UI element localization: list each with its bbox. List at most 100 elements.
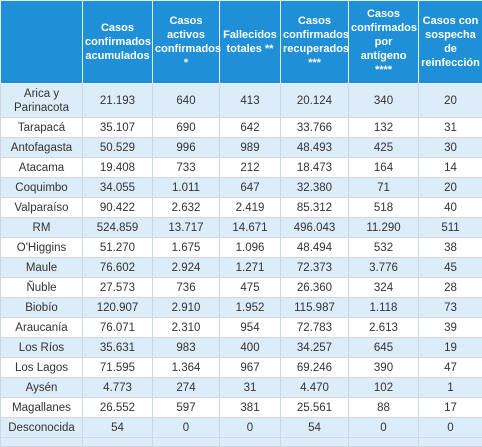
value-cell: 2.924	[153, 258, 220, 278]
value-cell: 20.124	[281, 84, 349, 118]
value-cell: 518	[349, 198, 419, 218]
value-cell: 76.602	[83, 258, 153, 278]
value-cell: 26.552	[83, 398, 153, 418]
value-cell: 1.952	[220, 298, 281, 318]
value-cell: 48.494	[281, 238, 349, 258]
value-cell: 120.907	[83, 298, 153, 318]
value-cell: 54	[83, 418, 153, 438]
value-cell: 76.071	[83, 318, 153, 338]
value-cell: 102	[349, 378, 419, 398]
value-cell: 0	[419, 418, 482, 438]
value-cell: 30	[419, 138, 482, 158]
value-cell: 532	[349, 238, 419, 258]
value-cell: 26.360	[281, 278, 349, 298]
value-cell: 0	[349, 418, 419, 438]
value-cell: 381	[220, 398, 281, 418]
value-cell: 524.859	[83, 218, 153, 238]
value-cell: 33.766	[281, 118, 349, 138]
value-cell: 1.364	[153, 358, 220, 378]
value-cell: 996	[153, 138, 220, 158]
value-cell: 1.011	[153, 178, 220, 198]
region-cell: Magallanes	[1, 398, 83, 418]
value-cell: 4.773	[83, 378, 153, 398]
value-cell: 212	[220, 158, 281, 178]
value-cell: 11.290	[349, 218, 419, 238]
value-cell: 21.193	[83, 84, 153, 118]
region-cell: Atacama	[1, 158, 83, 178]
value-cell: 48.493	[281, 138, 349, 158]
value-cell: 54	[281, 418, 349, 438]
value-cell: 983	[153, 338, 220, 358]
value-cell: 38	[419, 238, 482, 258]
value-cell: 1.271	[220, 258, 281, 278]
value-cell: 73	[419, 298, 482, 318]
value-cell: 51.270	[83, 238, 153, 258]
value-cell: 132	[349, 118, 419, 138]
value-cell: 390	[349, 358, 419, 378]
region-cell: O'Higgins	[1, 238, 83, 258]
value-cell: 115.987	[281, 298, 349, 318]
empty-cell	[349, 438, 419, 447]
value-cell: 0	[153, 418, 220, 438]
value-cell: 1.096	[220, 238, 281, 258]
header-cell: Casos con sospecha de reinfección	[419, 1, 482, 84]
region-cell: Coquimbo	[1, 178, 83, 198]
region-cell: Valparaíso	[1, 198, 83, 218]
header-cell: Casos activos confirmados *	[153, 1, 220, 84]
value-cell: 2.632	[153, 198, 220, 218]
value-cell: 400	[220, 338, 281, 358]
value-cell: 34.055	[83, 178, 153, 198]
region-cell: RM	[1, 218, 83, 238]
value-cell: 35.631	[83, 338, 153, 358]
value-cell: 19	[419, 338, 482, 358]
value-cell: 31	[220, 378, 281, 398]
value-cell: 2.910	[153, 298, 220, 318]
value-cell: 14	[419, 158, 482, 178]
value-cell: 340	[349, 84, 419, 118]
value-cell: 0	[220, 418, 281, 438]
value-cell: 19.408	[83, 158, 153, 178]
value-cell: 425	[349, 138, 419, 158]
value-cell: 3.776	[349, 258, 419, 278]
value-cell: 72.373	[281, 258, 349, 278]
value-cell: 20	[419, 178, 482, 198]
value-cell: 45	[419, 258, 482, 278]
value-cell: 967	[220, 358, 281, 378]
value-cell: 511	[419, 218, 482, 238]
value-cell: 2.310	[153, 318, 220, 338]
region-cell: Araucanía	[1, 318, 83, 338]
header-cell: Casos confirmados acumulados	[83, 1, 153, 84]
value-cell: 71	[349, 178, 419, 198]
region-cell: Los Ríos	[1, 338, 83, 358]
region-cell: Ñuble	[1, 278, 83, 298]
header-cell	[1, 1, 83, 84]
region-cell: Antofagasta	[1, 138, 83, 158]
region-cell: Maule	[1, 258, 83, 278]
value-cell: 989	[220, 138, 281, 158]
value-cell: 2.419	[220, 198, 281, 218]
empty-cell	[83, 438, 153, 447]
value-cell: 645	[349, 338, 419, 358]
value-cell: 72.783	[281, 318, 349, 338]
value-cell: 954	[220, 318, 281, 338]
value-cell: 1	[419, 378, 482, 398]
value-cell: 39	[419, 318, 482, 338]
value-cell: 640	[153, 84, 220, 118]
value-cell: 324	[349, 278, 419, 298]
empty-cell	[1, 438, 83, 447]
value-cell: 733	[153, 158, 220, 178]
value-cell: 1.675	[153, 238, 220, 258]
